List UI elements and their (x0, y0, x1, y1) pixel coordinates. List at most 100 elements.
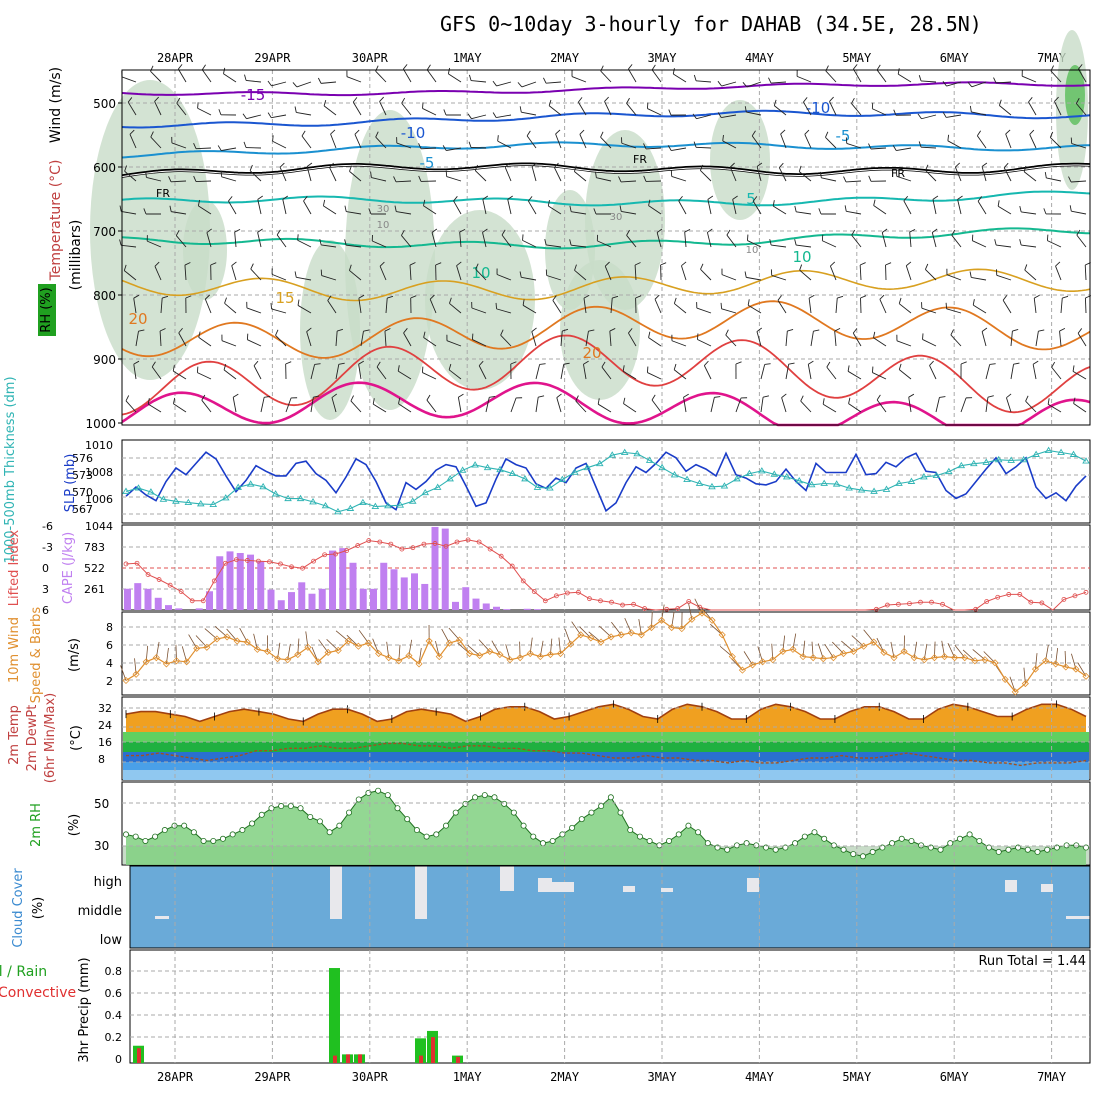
wind-barb-feather (873, 331, 876, 338)
wind10-unit-label: (m/s) (67, 638, 82, 672)
wind-barb-feather (482, 228, 488, 233)
wind-barb (170, 180, 187, 183)
wind-barb (579, 134, 587, 149)
wind-barb (800, 400, 812, 413)
wind-barb (384, 331, 387, 347)
wind10-marker (1001, 675, 1009, 684)
wind-barb (773, 205, 787, 215)
wind10-marker (678, 625, 686, 633)
wind10-marker (900, 647, 908, 655)
wind-barb-feather (693, 141, 697, 148)
thickness-marker (670, 471, 679, 478)
rh2m-marker (753, 842, 760, 849)
wind10-marker (243, 638, 251, 646)
cape-bar (472, 598, 480, 610)
cloud-gap (747, 878, 759, 892)
wind-barb (846, 180, 862, 183)
wind10-marker (455, 636, 464, 644)
wind-barb (501, 234, 512, 248)
wind-barb (574, 171, 587, 182)
wind-barb-feather (673, 363, 677, 370)
wind-barb-feather (929, 360, 934, 366)
wind-barb-feather (197, 199, 201, 206)
wind-barb-feather (732, 195, 738, 200)
thickness-marker (122, 487, 130, 494)
thickness-marker (1007, 456, 1015, 463)
wind-barb (997, 205, 1012, 215)
temperature-contour (121, 268, 1091, 302)
wind-barb (372, 403, 387, 413)
thickness-marker (571, 468, 579, 475)
wind-barb-feather (574, 264, 577, 271)
wind10-marker (658, 616, 666, 624)
lifted-index-marker (189, 598, 195, 604)
temp2m-line (125, 703, 1087, 723)
thickness-marker (197, 500, 205, 507)
cape-tick-label: 522 (84, 562, 105, 575)
thickness-marker (458, 466, 467, 473)
precip-convective-bar (358, 1054, 362, 1063)
wind-barb-feather (173, 397, 176, 404)
wind-barb (726, 234, 737, 248)
wind-barb-feather (301, 130, 306, 137)
rh2m-marker (375, 787, 382, 794)
wind-barb-feather (468, 141, 472, 148)
wind-barb (822, 403, 837, 413)
wind-barb-feather (232, 393, 239, 398)
wind-barb-feather (133, 360, 140, 365)
wind-barb-feather (1044, 172, 1047, 179)
wind-barb-feather (747, 299, 750, 306)
wind10-barb (851, 635, 864, 647)
wind-barb-feather (210, 262, 217, 266)
lifted-index-axis-label: Lifted Index (7, 529, 22, 606)
wind-barb (246, 307, 262, 314)
wind-barb (721, 81, 737, 87)
wind-barb (1047, 403, 1062, 413)
lifted-index-marker (564, 590, 570, 596)
cloud-gap (415, 866, 427, 919)
temp2m-color-band (123, 770, 1089, 780)
wind-barb (796, 75, 812, 83)
wind-barb-feather (124, 165, 128, 172)
wind-barb (597, 403, 612, 413)
wind-barb-feather (1076, 229, 1081, 236)
lifted-index-marker (200, 598, 206, 604)
wind-barb (496, 308, 512, 314)
date-label-bottom: 4MAY (745, 1070, 775, 1084)
wind-barb (996, 81, 1012, 84)
wind-barb (760, 364, 766, 380)
rh2m-marker (258, 811, 265, 818)
wind-barb-feather (834, 327, 841, 332)
rh2m-marker (549, 837, 556, 844)
contour-label: 20 (128, 310, 147, 328)
thickness-marker (633, 449, 641, 457)
wind-barb (176, 102, 187, 116)
wind-barb (496, 274, 512, 281)
thickness-marker (583, 463, 592, 471)
rh2m-marker (501, 800, 508, 807)
wind-barb (729, 166, 737, 182)
contour-label: 20 (582, 344, 601, 362)
cloud-gap (1041, 884, 1053, 892)
wind-barb (260, 397, 265, 413)
wind-barb-feather (700, 263, 704, 270)
wind-barb (372, 240, 387, 248)
wind-barb-feather (720, 302, 723, 309)
cloud-cover-fill (130, 866, 1090, 948)
wind-barb (634, 265, 637, 281)
wind-barb-feather (969, 105, 972, 112)
lifted-index-tick-label: -3 (42, 541, 53, 554)
wind-barb (133, 298, 137, 314)
temperature-contour (121, 300, 1091, 359)
wind-barb-feather (314, 363, 321, 365)
thickness-marker (994, 455, 1003, 463)
date-label-bottom: 2MAY (550, 1070, 580, 1084)
thickness-marker (745, 469, 754, 477)
wind-barb-feather (504, 162, 510, 168)
wind10-marker (1021, 680, 1029, 688)
wind-barb-feather (1075, 98, 1080, 104)
wind-barb (946, 81, 962, 87)
wind10-marker (203, 643, 211, 651)
wind-barb (628, 332, 637, 347)
wind-barb (873, 337, 887, 347)
